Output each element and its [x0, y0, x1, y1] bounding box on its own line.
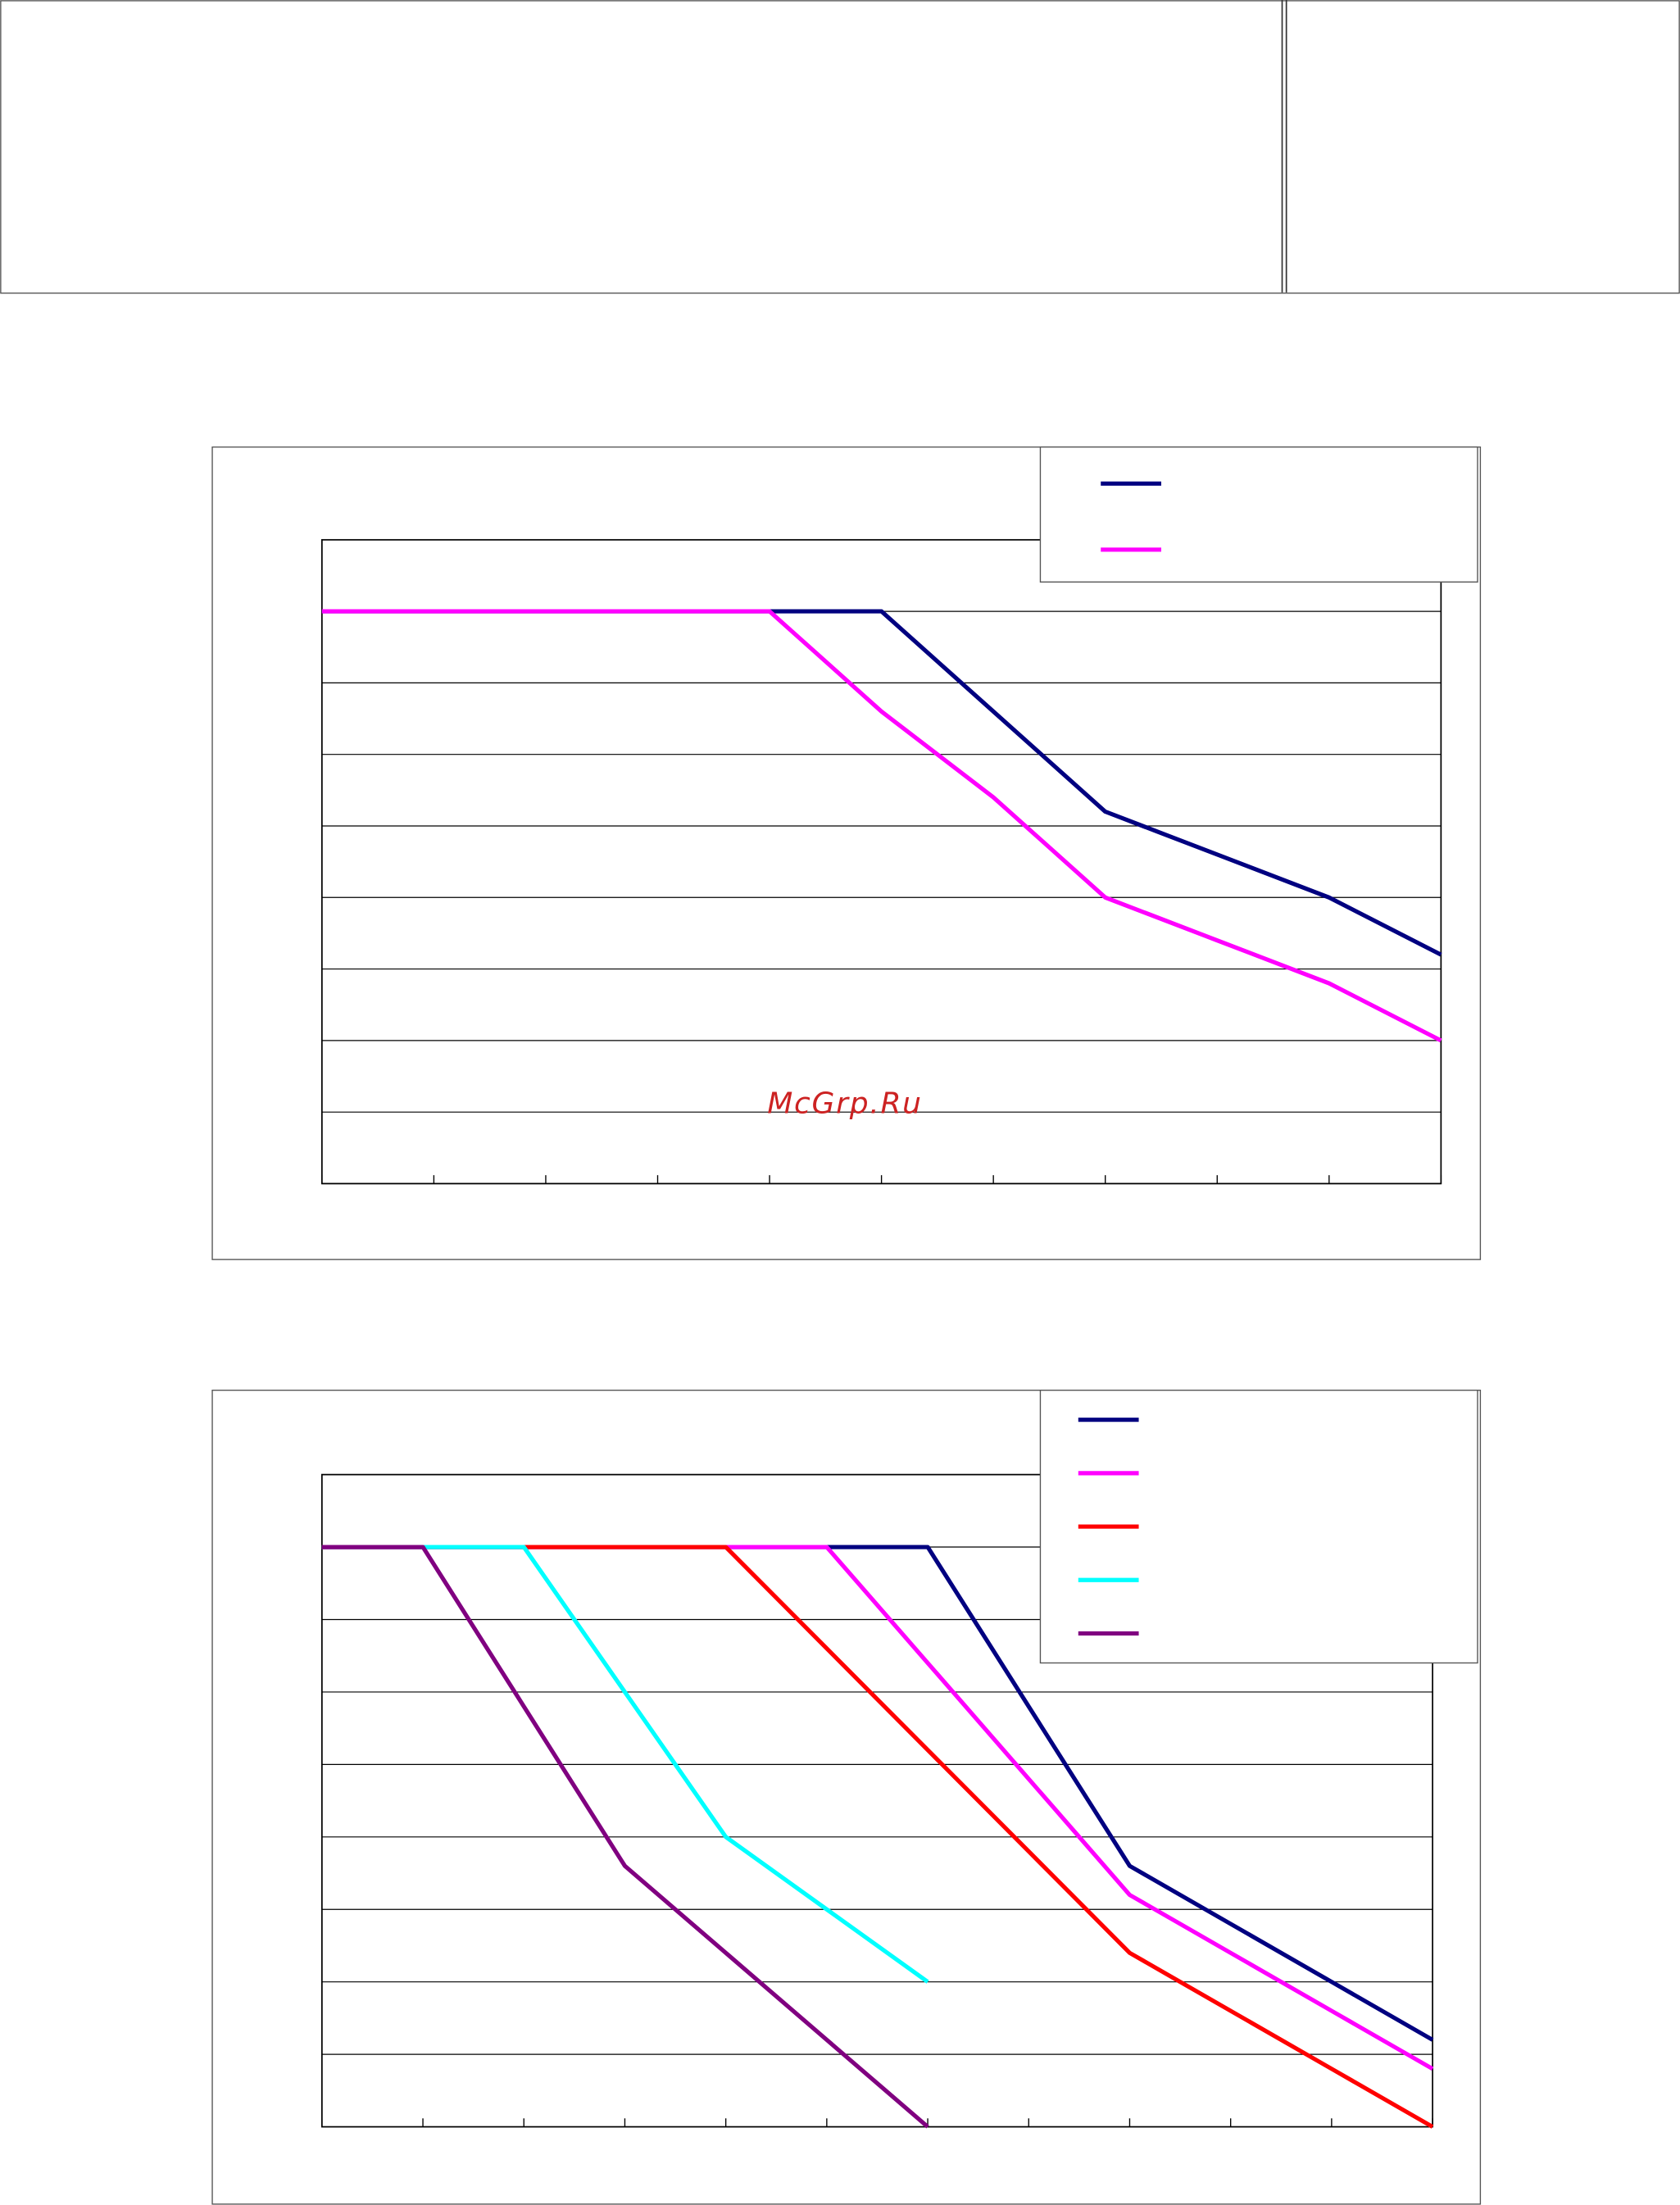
chart-frame	[211, 446, 1482, 1260]
chart-frame	[211, 1389, 1482, 2205]
series-line	[321, 609, 1442, 1043]
header-box	[0, 0, 1680, 294]
watermark: McGrp.Ru	[767, 1087, 922, 1121]
series-line	[321, 1545, 929, 2129]
plot-area	[320, 538, 1442, 1185]
legend-box	[1039, 446, 1478, 583]
